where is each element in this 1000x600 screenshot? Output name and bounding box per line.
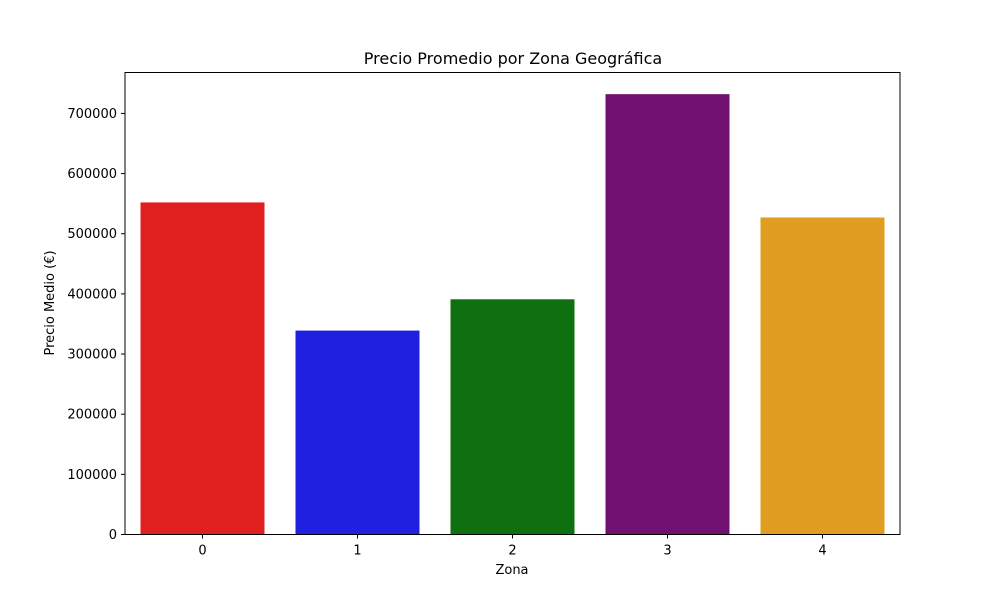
chart-title: Precio Promedio por Zona Geográfica	[364, 49, 662, 68]
y-axis-title: Precio Medio (€)	[43, 250, 58, 355]
y-tick-label: 500000	[67, 227, 117, 242]
y-tick-label: 300000	[67, 348, 117, 363]
x-axis: 0 1 2 3 4	[198, 534, 827, 559]
x-axis-title: Zona	[495, 563, 528, 578]
x-tick-label: 0	[198, 544, 206, 559]
bar-zona-1	[295, 330, 420, 535]
y-axis: 0 100000 200000 300000 400000 500000 600000 700…	[67, 107, 125, 543]
y-tick-label: 100000	[67, 468, 117, 483]
y-tick-label: 600000	[67, 167, 117, 182]
y-tick-label: 0	[109, 528, 117, 543]
x-tick-label: 1	[353, 544, 361, 559]
x-tick-label: 2	[508, 544, 516, 559]
y-tick-label: 200000	[67, 408, 117, 423]
bar-zona-2	[450, 299, 575, 535]
bars-group	[140, 94, 885, 535]
bar-zona-3	[605, 94, 730, 535]
bar-zona-0	[140, 202, 265, 535]
bar-zona-4	[760, 217, 885, 535]
y-tick-label: 700000	[67, 107, 117, 122]
y-tick-label: 400000	[67, 287, 117, 302]
x-tick-label: 3	[663, 544, 671, 559]
x-tick-label: 4	[818, 544, 826, 559]
